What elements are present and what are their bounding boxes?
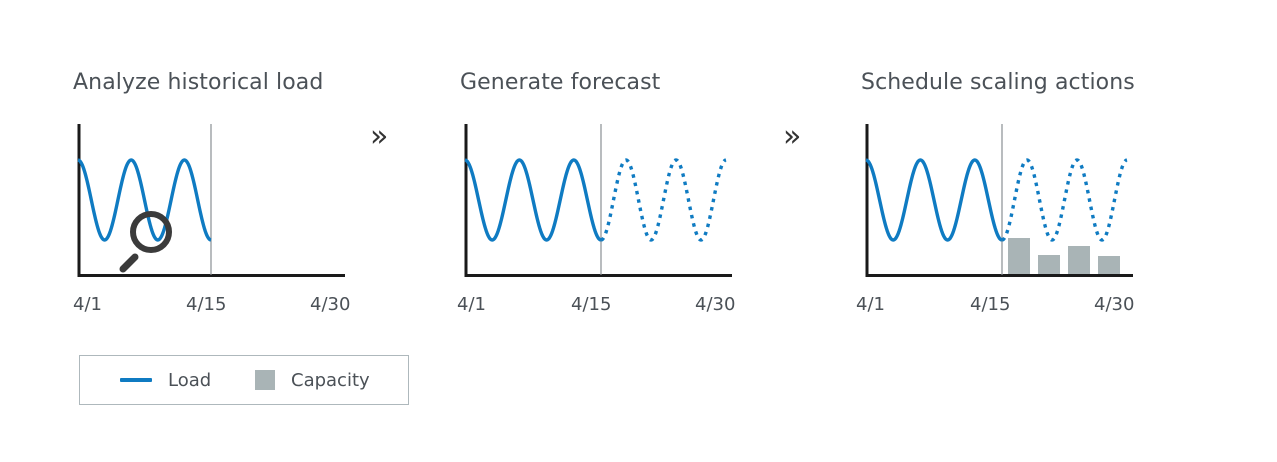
step-analyze: Analyze historical load 4/1 4/15 4/30 (73, 60, 373, 320)
load-line (865, 158, 1003, 242)
chart-forecast: 4/1 4/15 4/30 (457, 124, 735, 315)
legend-label-capacity: Capacity (291, 369, 370, 391)
capacity-bar (1068, 246, 1090, 274)
legend-item-load: Load (120, 356, 211, 404)
chart-analyze: 4/1 4/15 4/30 (73, 124, 350, 315)
tick-start: 4/1 (457, 294, 486, 315)
legend: Load Capacity (79, 355, 409, 405)
double-chevron-right-icon: » (783, 119, 802, 154)
tick-end: 4/30 (310, 294, 350, 315)
step-schedule: Schedule scaling actions 4/1 4/15 4/30 (856, 60, 1161, 320)
magnifier-icon (119, 211, 172, 273)
legend-item-capacity: Capacity (255, 356, 370, 404)
capacity-bar (1098, 256, 1120, 274)
capacity-bar (1038, 255, 1060, 274)
load-line (464, 158, 602, 242)
load-swatch (120, 378, 152, 382)
legend-label-load: Load (168, 369, 212, 391)
forecast-line (1001, 158, 1128, 242)
tick-end: 4/30 (695, 294, 735, 315)
chart-schedule: 4/1 4/15 4/30 (856, 124, 1134, 315)
step-forecast: Generate forecast 4/1 4/15 4/30 (457, 60, 760, 320)
tick-start: 4/1 (73, 294, 102, 315)
step-title-schedule: Schedule scaling actions (861, 70, 1135, 95)
tick-mid: 4/15 (970, 294, 1010, 315)
tick-mid: 4/15 (186, 294, 226, 315)
capacity-bars (1008, 238, 1120, 274)
forecast-line (600, 158, 727, 242)
load-line (77, 158, 212, 242)
tick-mid: 4/15 (571, 294, 611, 315)
step-title-analyze: Analyze historical load (73, 70, 324, 95)
step-title-forecast: Generate forecast (460, 70, 661, 95)
capacity-swatch (255, 370, 275, 390)
tick-start: 4/1 (856, 294, 885, 315)
double-chevron-right-icon: » (370, 119, 389, 154)
capacity-bar (1008, 238, 1030, 274)
tick-end: 4/30 (1094, 294, 1134, 315)
